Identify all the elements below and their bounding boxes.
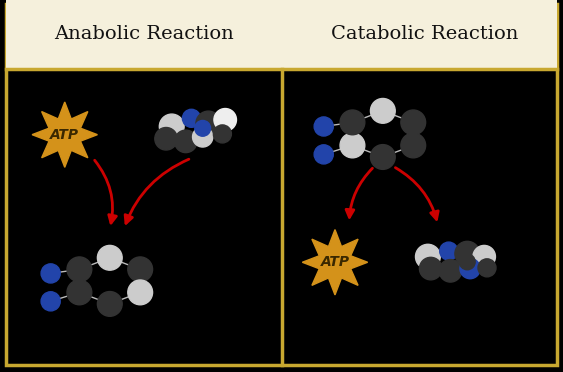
Text: Catabolic Reaction: Catabolic Reaction — [332, 25, 519, 44]
FancyArrowPatch shape — [395, 168, 438, 219]
Ellipse shape — [41, 264, 60, 283]
Ellipse shape — [415, 244, 440, 269]
FancyArrowPatch shape — [125, 159, 189, 223]
Ellipse shape — [214, 109, 236, 131]
FancyArrowPatch shape — [95, 160, 117, 223]
Polygon shape — [32, 102, 97, 167]
Ellipse shape — [97, 292, 122, 316]
Ellipse shape — [213, 125, 231, 143]
Ellipse shape — [401, 133, 426, 158]
Ellipse shape — [459, 254, 475, 270]
Ellipse shape — [401, 110, 426, 135]
Ellipse shape — [370, 145, 395, 169]
Ellipse shape — [314, 145, 333, 164]
Ellipse shape — [41, 292, 60, 311]
Ellipse shape — [128, 257, 153, 282]
Ellipse shape — [175, 130, 197, 153]
Ellipse shape — [159, 114, 184, 139]
Ellipse shape — [370, 99, 395, 123]
Ellipse shape — [193, 127, 213, 147]
Bar — [6, 0, 557, 69]
Text: Anabolic Reaction: Anabolic Reaction — [53, 25, 234, 44]
Ellipse shape — [314, 117, 333, 136]
Ellipse shape — [478, 259, 496, 277]
Ellipse shape — [439, 260, 462, 282]
Ellipse shape — [195, 121, 211, 136]
Ellipse shape — [419, 257, 442, 280]
Ellipse shape — [460, 259, 480, 279]
Ellipse shape — [340, 110, 365, 135]
Ellipse shape — [196, 111, 221, 136]
Text: ATP: ATP — [50, 128, 79, 142]
Ellipse shape — [67, 257, 92, 282]
FancyArrowPatch shape — [346, 168, 373, 217]
Ellipse shape — [455, 241, 480, 266]
Text: ATP: ATP — [320, 255, 350, 269]
Ellipse shape — [67, 280, 92, 305]
Ellipse shape — [440, 242, 458, 260]
Ellipse shape — [182, 109, 200, 127]
Polygon shape — [302, 230, 368, 295]
Ellipse shape — [155, 128, 177, 150]
Ellipse shape — [128, 280, 153, 305]
Ellipse shape — [340, 133, 365, 158]
Ellipse shape — [473, 246, 495, 268]
Ellipse shape — [97, 246, 122, 270]
